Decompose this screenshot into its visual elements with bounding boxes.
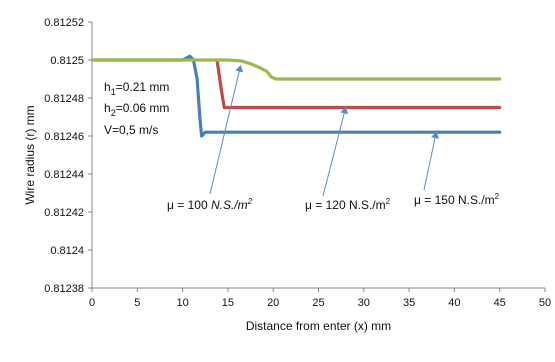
annotation-label-0: μ = 100 N.S./m2 [167,197,253,212]
x-tick-label: 25 [312,297,324,309]
annotation-label-sup: 2 [386,197,391,206]
series-lines [90,54,502,138]
y-tick-label: 0.81238 [44,283,84,295]
x-tick-label: 20 [267,297,279,309]
parameter-value: =0.21 mm [116,80,170,94]
y-tick-label: 0.8124 [50,245,84,257]
parameter-value: =0.06 mm [116,101,170,115]
y-tick-label: 0.8125 [50,55,84,67]
parameter-symbol: h [104,101,111,115]
parameter-h1: h1=0.21 mm [104,80,169,97]
axes [88,21,546,292]
y-tick-label: 0.81242 [44,207,84,219]
annotation-arrow-1 [322,106,349,197]
y-tick-label: 0.81252 [44,17,84,29]
annotation-label-sup: 2 [247,197,253,206]
x-tick-label: 15 [222,297,234,309]
x-tick-label: 40 [448,297,460,309]
series-line-1 [215,58,502,110]
x-tick-label: 0 [89,297,95,309]
y-tick-label: 0.81244 [44,169,84,181]
annotation-label-unit: N.S./m [211,198,248,212]
series-line-0 [90,54,502,138]
annotation-label-main: μ = 150 N.S./m [414,193,495,207]
x-tick-label: 5 [134,297,140,309]
y-tick-label: 0.81246 [44,131,84,143]
annotation-label-main: μ = 120 N.S./m [305,198,386,212]
annotation-label-1: μ = 120 N.S./m2 [305,197,391,212]
annotation-label-main: μ = 100 [167,198,211,212]
y-tick-label: 0.81248 [44,93,84,105]
annotation-labels: μ = 100 N.S./m2 μ = 120 N.S./m2 μ = 150 N.… [167,192,500,212]
x-axis-title: Distance from enter (x) mm [246,319,391,333]
parameter-velocity: V=0,5 m/s [104,123,158,137]
annotation-arrow-2 [423,131,439,191]
series-line-2 [90,58,502,81]
annotation-label-sup: 2 [495,192,500,201]
annotation-arrow-0 [209,64,244,195]
parameter-subscript: 1 [111,87,116,97]
parameter-h2: h2=0.06 mm [104,101,169,118]
y-axis-title: Wire radius (r) mm [23,105,37,204]
parameter-subscript: 2 [111,108,116,118]
x-tick-label: 45 [494,297,506,309]
annotation-arrows [209,64,439,197]
annotation-label-2: μ = 150 N.S./m2 [414,192,500,207]
tick-labels: 0 5 10 15 20 25 30 35 40 45 50 0.81238 0.8124 0.81242… [44,17,551,309]
x-tick-label: 50 [539,297,551,309]
x-tick-label: 10 [176,297,188,309]
x-tick-label: 35 [403,297,415,309]
x-tick-label: 30 [358,297,370,309]
parameter-symbol: h [104,80,111,94]
